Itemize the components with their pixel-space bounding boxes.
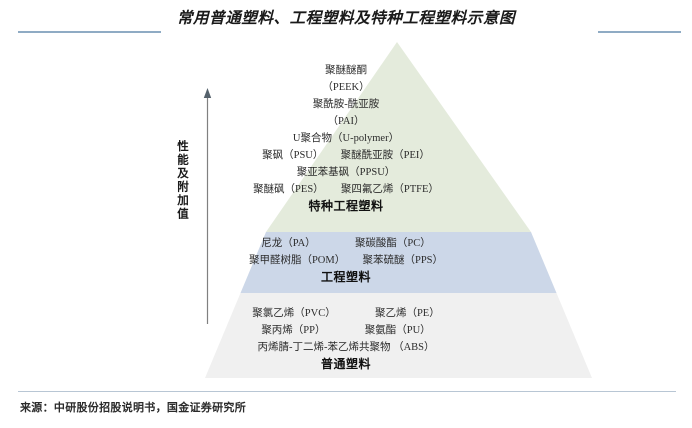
tier-specialty-row-4: U聚合物（U-polymer） — [292, 133, 400, 144]
tier-specialty-row-6: 聚亚苯基砜（PPSU） — [296, 167, 396, 178]
title-rule-left — [18, 31, 161, 33]
tier-specialty-row-3: （PAI） — [327, 116, 365, 127]
tier-engineering-row-0-left: 尼龙（PA） — [261, 238, 316, 249]
tier-general-label: 普通塑料 — [320, 357, 371, 371]
tier-engineering-row-1-right: 聚苯硫醚（PPS） — [362, 255, 444, 266]
tier-general-row-0-left: 聚氯乙烯（PVC） — [252, 308, 336, 319]
tier-specialty-row-1: （PEEK） — [322, 82, 370, 93]
tier-engineering-row-1-left: 聚甲醛树脂（POM） — [248, 255, 346, 266]
tier-specialty-row-5-left: 聚砜（PSU） — [262, 150, 324, 161]
tier-general-row-1-left: 聚丙烯（PP） — [261, 325, 326, 336]
tier-general-row-0: 聚氯乙烯（PVC） 聚乙烯（PE） — [0, 305, 692, 322]
up-arrow-icon — [203, 88, 212, 324]
source-note: 来源：中研股份招股说明书，国金证券研究所 — [20, 402, 246, 414]
tier-general-row-1-right: 聚氨酯（PU） — [364, 325, 431, 336]
tier-general-text-block: 聚氯乙烯（PVC） 聚乙烯（PE） 聚丙烯（PP） 聚氨酯（PU） 丙烯腈-丁二… — [0, 305, 692, 373]
footer-rule — [18, 391, 676, 392]
value-axis: 性能及附加值 — [0, 0, 260, 392]
tier-specialty-row-0: 聚醚醚酮 — [325, 65, 367, 76]
tier-specialty-row-7-right: 聚四氟乙烯（PTFE） — [340, 184, 439, 195]
value-axis-label: 性能及附加值 — [176, 140, 188, 221]
tier-engineering-row-0-right: 聚碳酸酯（PC） — [354, 238, 431, 249]
tier-specialty-label: 特种工程塑料 — [308, 199, 384, 213]
tier-specialty-text-block: 聚醚醚酮 （PEEK） 聚酰胺-酰亚胺 （PAI） U聚合物（U-polymer… — [0, 62, 692, 215]
tier-general-row-1: 聚丙烯（PP） 聚氨酯（PU） — [0, 322, 692, 339]
tier-engineering-row-0: 尼龙（PA） 聚碳酸酯（PC） — [0, 235, 692, 252]
tier-specialty-row-7-left: 聚醚砜（PES） — [253, 184, 324, 195]
tier-engineering-row-1: 聚甲醛树脂（POM） 聚苯硫醚（PPS） — [0, 252, 692, 269]
tier-engineering-label: 工程塑料 — [320, 270, 371, 284]
tier-general-row-0-right: 聚乙烯（PE） — [374, 308, 440, 319]
tier-specialty-row-5-right: 聚醚酰亚胺（PEI） — [340, 150, 430, 161]
tier-general-row-2: 丙烯腈-丁二烯-苯乙烯共聚物 （ABS） — [257, 342, 435, 353]
tier-specialty-row-7: 聚醚砜（PES） 聚四氟乙烯（PTFE） — [0, 181, 692, 198]
title-rule-right — [598, 31, 681, 33]
tier-specialty-row-2: 聚酰胺-酰亚胺 — [312, 99, 380, 110]
tier-specialty-row-5: 聚砜（PSU） 聚醚酰亚胺（PEI） — [0, 147, 692, 164]
tier-engineering-text-block: 尼龙（PA） 聚碳酸酯（PC） 聚甲醛树脂（POM） 聚苯硫醚（PPS） 工程塑… — [0, 235, 692, 286]
page-title: 常用普通塑料、工程塑料及特种工程塑料示意图 — [176, 10, 516, 27]
